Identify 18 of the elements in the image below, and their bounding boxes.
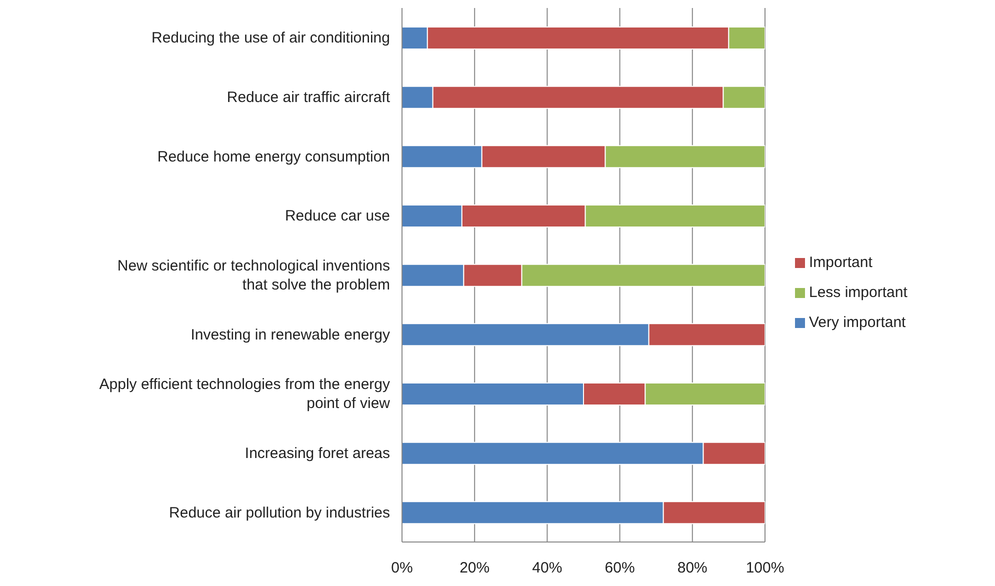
y-tick-label: Reduce air pollution by industries xyxy=(169,504,390,521)
y-tick-label: Investing in renewable energy xyxy=(190,326,390,343)
x-tick-label: 80% xyxy=(677,560,708,577)
x-tick-label: 20% xyxy=(460,560,490,577)
legend-label: Important xyxy=(809,254,872,271)
x-tick-label: 40% xyxy=(532,560,562,577)
legend-label: Less important xyxy=(809,284,908,301)
x-tick-label: 0% xyxy=(391,560,413,577)
y-tick-label: Reduce car use xyxy=(284,207,390,224)
y-tick-label: Apply efficient technologies from the energy point of view xyxy=(99,376,390,412)
x-tick-label: 60% xyxy=(604,560,635,577)
y-tick-label: New scientific or technological inventions that solve the problem xyxy=(117,257,390,293)
legend-label: Very important xyxy=(809,314,906,331)
y-tick-label: Reduce air traffic aircraft xyxy=(226,88,391,106)
y-tick-label: Reduce home energy consumption xyxy=(157,148,390,165)
y-tick-label: Reducing the use of air conditioning xyxy=(152,29,390,46)
y-tick-label: Increasing foret areas xyxy=(244,444,390,462)
x-tick-label: 100% xyxy=(746,560,784,577)
